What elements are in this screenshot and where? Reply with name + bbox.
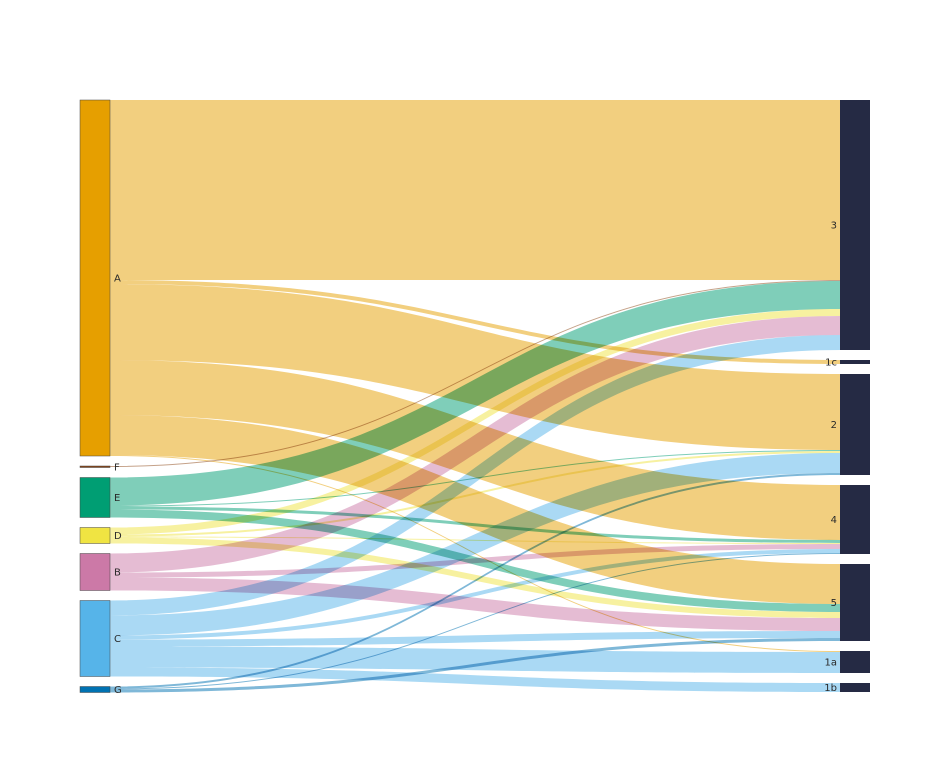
source-label-D: D [114, 531, 122, 542]
target-node-3 [840, 100, 870, 350]
link-C-to-2 [110, 453, 840, 636]
links-layer [110, 100, 840, 693]
target-node-1c [840, 360, 870, 364]
source-label-G: G [114, 685, 122, 696]
labels-layer: A F E D B C G 3 1c 2 4 5 1a 1b [114, 221, 837, 697]
link-E-to-3 [110, 281, 840, 506]
target-node-2 [840, 374, 870, 475]
link-E-to-4 [110, 506, 840, 543]
target-node-5 [840, 564, 870, 641]
link-D-to-2 [110, 451, 840, 537]
link-F-to-3 [110, 280, 840, 467]
source-node-G [79, 686, 111, 693]
target-node-1b [840, 683, 870, 692]
link-C-to-1a [110, 646, 840, 673]
link-G-to-2 [110, 473, 840, 689]
link-C-to-1b [110, 667, 840, 692]
target-node-4 [840, 485, 870, 554]
source-node-D [79, 527, 111, 544]
link-B-to-3 [110, 316, 840, 573]
target-label-1a: 1a [825, 658, 838, 669]
link-A-to-1c [110, 280, 840, 364]
target-node-1a [840, 651, 870, 673]
source-node-E [79, 477, 111, 518]
source-node-F [79, 465, 111, 468]
source-label-A: A [114, 274, 121, 285]
link-C-to-3 [110, 335, 840, 616]
link-A-to-2 [110, 284, 840, 450]
target-label-3: 3 [831, 221, 837, 232]
target-label-4: 4 [831, 515, 837, 526]
link-D-to-5 [110, 537, 840, 618]
link-B-to-4 [110, 544, 840, 578]
nodes-layer [79, 99, 870, 693]
source-label-F: F [114, 462, 120, 473]
link-G-to-5 [110, 638, 840, 693]
target-label-2: 2 [831, 420, 837, 431]
link-C-to-5 [110, 631, 840, 647]
target-label-5: 5 [831, 598, 837, 609]
link-G-to-4 [110, 553, 840, 690]
source-label-C: C [114, 634, 121, 645]
link-B-to-5 [110, 577, 840, 631]
source-node-A [79, 99, 111, 457]
source-node-C [79, 600, 111, 677]
target-label-1c: 1c [825, 358, 837, 369]
target-label-1b: 1b [824, 683, 837, 694]
source-label-B: B [114, 568, 121, 579]
link-D-to-3 [110, 309, 840, 535]
source-label-E: E [114, 493, 120, 504]
source-node-B [79, 553, 111, 591]
link-A-to-3 [110, 100, 840, 280]
link-C-to-4 [110, 549, 840, 640]
